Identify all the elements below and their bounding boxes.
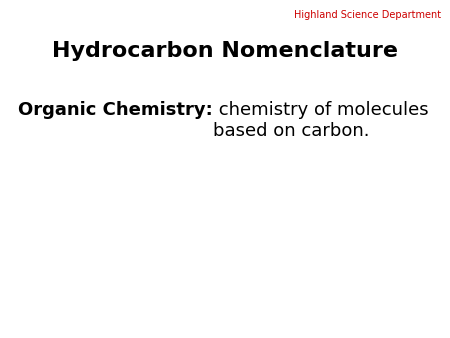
- Text: Highland Science Department: Highland Science Department: [294, 10, 441, 20]
- Text: Organic Chemistry:: Organic Chemistry:: [18, 101, 213, 119]
- Text: Hydrocarbon Nomenclature: Hydrocarbon Nomenclature: [52, 41, 398, 61]
- Text: chemistry of molecules
based on carbon.: chemistry of molecules based on carbon.: [213, 101, 428, 140]
